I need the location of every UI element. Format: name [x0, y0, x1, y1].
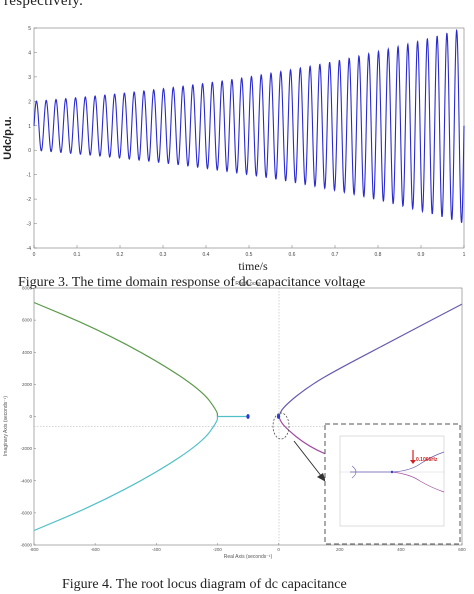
time-domain-chart: 5 4 3 2 1 0 -1 -2 -3 -4 0 0.1 0.2 0.3 0.4 0.5 0.6 0.7 0.8… — [2, 26, 466, 273]
y-tick-label: 2 — [28, 99, 31, 105]
x-tick-label: 0.4 — [203, 252, 210, 258]
y-tick-label: 0 — [29, 414, 32, 419]
x-tick-label: -400 — [152, 547, 162, 552]
highlight-ellipse — [272, 412, 290, 440]
pole-marker — [246, 414, 250, 419]
pole-marker — [276, 414, 281, 419]
x-tick-label: 0.5 — [246, 252, 253, 258]
paragraph-fragment: respectively. — [4, 0, 84, 9]
x-axis-label: time/s — [238, 259, 268, 273]
inset-pole-marker — [390, 470, 394, 474]
inset-branch-upper — [350, 451, 445, 473]
y-tick-label: 6000 — [22, 318, 33, 323]
x-tick-label: 0.8 — [375, 252, 382, 258]
y-tick-label: 0 — [28, 148, 31, 154]
x-tick-label: 0.2 — [117, 252, 124, 258]
x-tick-label: 0.6 — [289, 252, 296, 258]
locus-branch — [33, 416, 218, 532]
y-tick-label: -4000 — [20, 478, 32, 483]
inset-plot — [339, 435, 445, 527]
y-tick-label: 4000 — [22, 350, 33, 355]
x-tick-label: 0.3 — [160, 252, 167, 258]
x-tick-label: 0.9 — [418, 252, 425, 258]
y-tick-label: 1 — [28, 124, 31, 130]
y-tick-label: 2000 — [22, 382, 33, 387]
inset-arrow-head-icon — [410, 460, 416, 464]
figure4-caption: Figure 4. The root locus diagram of dc c… — [62, 577, 347, 592]
x-tick-label: 1 — [463, 252, 466, 258]
y-axis-label: Imaginary Axis (seconds⁻¹) — [3, 396, 9, 456]
y-tick-label: -1 — [27, 173, 32, 179]
y-tick-label: -8000 — [20, 543, 32, 548]
x-tick-label: 0.7 — [332, 252, 339, 258]
chart-title: Root Locus — [235, 281, 261, 287]
inset-frame — [324, 423, 461, 545]
y-tick-label: -2 — [27, 197, 32, 203]
x-tick-label: 200 — [336, 547, 344, 552]
x-tick-label: 0 — [277, 547, 280, 552]
x-tick-label: 600 — [458, 547, 466, 552]
y-axis-label: Udc/p.u. — [2, 116, 14, 159]
y-tick-label: -2000 — [20, 446, 32, 451]
x-tick-label: 0 — [33, 252, 36, 258]
inset-branch-left — [351, 465, 357, 479]
y-tick-label: -6000 — [20, 510, 32, 515]
locus-branch — [278, 303, 463, 417]
x-axis-label: Real Axis (seconds⁻¹) — [224, 554, 273, 560]
pointer-arrow — [293, 440, 323, 478]
y-tick-label: 3 — [28, 75, 31, 81]
inset-branch-lower — [391, 471, 445, 493]
y-tick-label: -3 — [27, 222, 32, 228]
y-tick-label: 4 — [28, 50, 31, 56]
x-tick-label: -800 — [29, 547, 39, 552]
x-tick-label: 0.1 — [74, 252, 81, 258]
root-locus-chart: Root Locus 80006000400020000-2000-4000-6… — [3, 281, 466, 560]
y-tick-label: 8000 — [22, 286, 33, 291]
inset-frequency-label: 0.1066Hz — [416, 457, 438, 463]
y-tick-label: 5 — [28, 26, 31, 32]
locus-branch — [33, 301, 218, 417]
arrow-head-icon — [317, 473, 326, 482]
y-tick-label: -4 — [27, 246, 32, 252]
figure3-caption: Figure 3. The time domain response of dc… — [18, 275, 366, 290]
udc-series-line — [33, 28, 465, 223]
x-tick-label: 400 — [397, 547, 405, 552]
x-tick-label: -200 — [213, 547, 223, 552]
x-tick-label: -600 — [91, 547, 101, 552]
